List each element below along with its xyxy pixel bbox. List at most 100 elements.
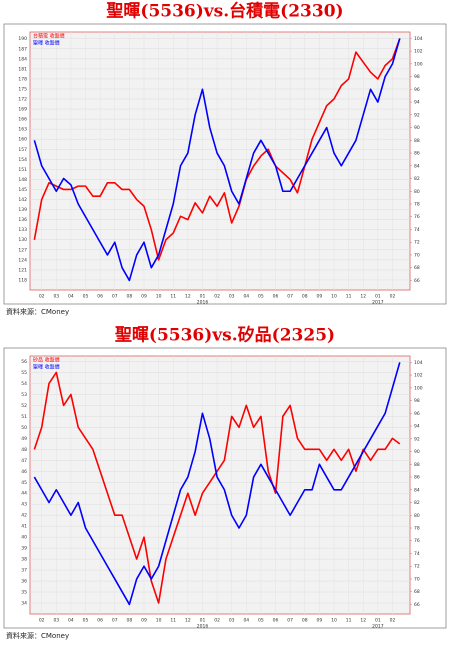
x-tick-label: 02 — [390, 294, 396, 300]
y-tick-label: 154 — [18, 157, 27, 163]
x-tick-label: 07 — [112, 618, 118, 624]
x-tick-label: 09 — [317, 294, 323, 300]
y2-tick-label: 94 — [414, 100, 420, 106]
y2-tick-label: 70 — [414, 252, 420, 258]
x-tick-label: 02 — [390, 618, 396, 624]
y2-tick-label: 78 — [414, 526, 420, 532]
source-note: 資料來源：CMoney — [6, 631, 69, 640]
x-tick-label: 01 — [375, 618, 381, 624]
y2-tick-label: 98 — [414, 398, 420, 404]
x-tick-label: 08 — [302, 618, 308, 624]
y-tick-label: 163 — [18, 127, 27, 133]
y-tick-label: 48 — [21, 447, 27, 453]
x-tick-label: 02 — [214, 294, 220, 300]
year-label: 2016 — [197, 300, 209, 306]
y2-tick-label: 84 — [414, 487, 420, 493]
x-tick-label: 07 — [287, 618, 293, 624]
x-tick-label: 04 — [68, 618, 74, 624]
source-note: 資料來源：CMoney — [6, 307, 69, 316]
x-tick-label: 01 — [375, 294, 381, 300]
y2-tick-label: 82 — [414, 176, 420, 182]
y2-tick-label: 104 — [414, 360, 423, 366]
y2-tick-label: 80 — [414, 513, 420, 519]
y2-tick-label: 66 — [414, 278, 420, 284]
chart-title: 聖暉(5536)vs.台積電(2330) — [106, 1, 343, 22]
y-tick-label: 157 — [18, 147, 27, 153]
plot-area — [29, 355, 411, 615]
x-tick-label: 12 — [360, 618, 366, 624]
y-tick-label: 37 — [21, 568, 27, 574]
y2-tick-label: 102 — [414, 373, 423, 379]
series-line — [33, 38, 401, 282]
y-tick-label: 42 — [21, 513, 27, 519]
x-tick-label: 06 — [273, 294, 279, 300]
legend-label: 台積電 收盤價 — [33, 33, 65, 40]
chart-title: 聖暉(5536)vs.矽品(2325) — [115, 325, 335, 346]
y-tick-label: 124 — [18, 257, 27, 263]
y-tick-label: 145 — [18, 187, 27, 193]
x-tick-label: 02 — [214, 618, 220, 624]
y-tick-label: 55 — [21, 370, 27, 376]
legend-label: 聖暉 收盤價 — [33, 364, 60, 371]
x-tick-label: 08 — [127, 618, 133, 624]
legend-label: 矽品 收盤價 — [33, 357, 60, 364]
y-tick-label: 39 — [21, 546, 27, 552]
x-tick-label: 05 — [258, 294, 264, 300]
y2-tick-label: 68 — [414, 589, 420, 595]
y2-tick-label: 92 — [414, 436, 420, 442]
y-tick-label: 160 — [18, 137, 27, 143]
y-tick-label: 54 — [21, 381, 27, 387]
y-tick-label: 47 — [21, 458, 27, 464]
y2-tick-label: 94 — [414, 424, 420, 430]
x-tick-label: 06 — [273, 618, 279, 624]
series-line — [33, 362, 401, 606]
legend-label: 聖暉 收盤價 — [33, 40, 60, 47]
y2-tick-label: 80 — [414, 189, 420, 195]
y-tick-label: 34 — [21, 601, 27, 607]
x-tick-label: 05 — [83, 618, 89, 624]
x-tick-label: 09 — [141, 294, 147, 300]
y2-tick-label: 88 — [414, 138, 420, 144]
y-tick-label: 184 — [18, 56, 27, 62]
y-tick-label: 178 — [18, 76, 27, 82]
y-tick-label: 41 — [21, 524, 27, 530]
x-tick-label: 10 — [331, 294, 337, 300]
x-tick-label: 08 — [302, 294, 308, 300]
y2-tick-label: 74 — [414, 551, 420, 557]
y-tick-label: 46 — [21, 469, 27, 475]
x-tick-label: 09 — [317, 618, 323, 624]
y2-tick-label: 86 — [414, 151, 420, 157]
y-tick-label: 172 — [18, 97, 27, 103]
x-tick-label: 02 — [39, 618, 45, 624]
y-tick-label: 166 — [18, 117, 27, 123]
x-tick-label: 03 — [229, 294, 235, 300]
x-tick-label: 03 — [53, 618, 59, 624]
year-label: 2017 — [372, 624, 384, 630]
y2-tick-label: 82 — [414, 500, 420, 506]
y2-tick-label: 84 — [414, 163, 420, 169]
series-line — [33, 38, 401, 261]
y-tick-label: 139 — [18, 207, 27, 213]
x-tick-label: 06 — [97, 294, 103, 300]
series-line — [33, 371, 401, 604]
x-tick-label: 06 — [97, 618, 103, 624]
x-tick-label: 10 — [156, 618, 162, 624]
y-tick-label: 127 — [18, 247, 27, 253]
y-tick-label: 49 — [21, 436, 27, 442]
y2-tick-label: 104 — [414, 36, 423, 42]
y-tick-label: 36 — [21, 579, 27, 585]
y2-tick-label: 90 — [414, 449, 420, 455]
x-tick-label: 12 — [185, 294, 191, 300]
y2-tick-label: 96 — [414, 411, 420, 417]
x-tick-label: 11 — [170, 618, 176, 624]
y-tick-label: 43 — [21, 502, 27, 508]
y2-tick-label: 78 — [414, 202, 420, 208]
y-tick-label: 148 — [18, 177, 27, 183]
y-tick-label: 136 — [18, 217, 27, 223]
year-label: 2016 — [197, 624, 209, 630]
x-tick-label: 11 — [346, 294, 352, 300]
y-tick-label: 118 — [18, 277, 27, 283]
plot-area — [29, 31, 411, 291]
x-tick-label: 04 — [243, 294, 249, 300]
